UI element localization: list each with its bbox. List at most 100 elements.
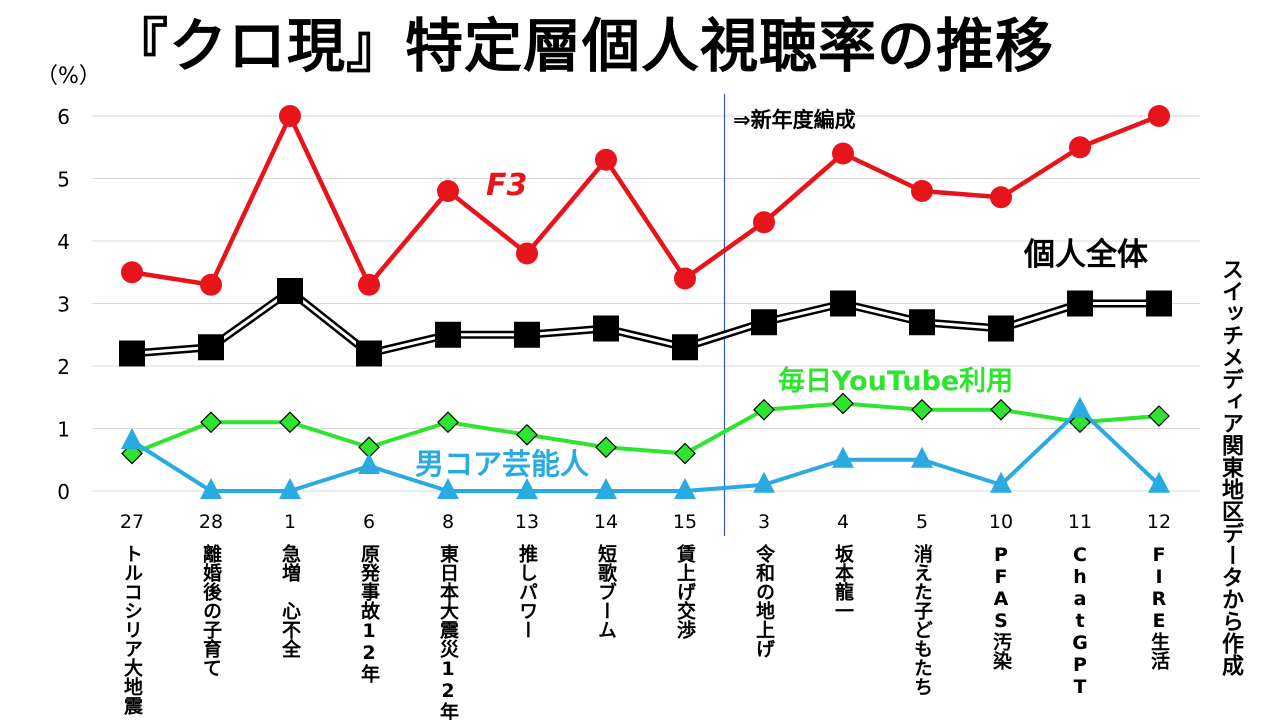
male-core-point [911,446,933,468]
male-core-point [437,478,459,499]
youtube-point [595,436,617,459]
series-label-all: 個人全体 [1023,237,1148,273]
male-core-point [200,478,222,499]
youtube-point [437,411,459,434]
x-date-label: 27 [120,511,144,533]
all-point [988,315,1014,342]
x-category-label: 短歌ブーム [595,543,617,639]
series-line-male-core [130,407,1161,493]
x-date-label: 11 [1068,511,1092,533]
series-line-all-inner [131,289,1159,355]
all-point [1146,290,1172,317]
f3-point [358,273,380,296]
series-label-male-core: 男コア芸能人 [415,447,589,481]
all-point [593,315,619,342]
all-point [435,321,461,348]
f3-point [437,180,459,202]
f3-point [674,267,696,290]
source-note: スイッチメディア関東地区データから作成 [1218,258,1243,676]
y-tick-label: 1 [57,418,70,442]
f3-point [1069,136,1091,159]
youtube-point [516,423,538,446]
all-point [909,309,935,336]
x-category-label: ChatGPT [1069,544,1091,698]
all-point [514,321,540,348]
x-date-label: 4 [837,511,849,533]
male-core-point [595,478,617,499]
male-core-point [1069,396,1091,418]
x-category-label: 消えた子どもたち [911,543,933,696]
x-category-label: 賃上げ交渉 [674,543,697,640]
y-tick-label: 3 [57,293,70,317]
x-category-label: PFAS汚染 [990,544,1012,670]
male-core-point [1148,471,1170,493]
youtube-point [990,398,1012,421]
all-point [1067,290,1093,317]
male-core-point [832,446,854,468]
all-point [751,309,777,336]
series-label-f3: F3 [486,168,527,203]
male-core-point [516,478,538,499]
x-date-label: 8 [442,511,454,533]
x-category-label: FIRE生活 [1148,544,1170,671]
f3-point [832,142,854,165]
f3-point [1148,105,1170,127]
y-axis-unit-label: （%） [36,64,101,89]
all-point [119,340,145,367]
male-core-point [121,428,143,449]
y-tick-label: 0 [57,480,70,504]
f3-point [200,273,222,296]
series-line-f3 [131,113,1160,287]
y-tick-label: 4 [57,230,70,254]
all-point [277,278,303,304]
x-category-label: 離婚後の子育て [200,543,222,677]
x-category-label: 急増 心不全 [279,543,302,658]
all-point [356,340,382,367]
x-date-label: 28 [199,511,223,533]
x-category-label: 坂本龍一 [832,544,854,620]
series-label-youtube: 毎日YouTube利用 [778,366,1013,397]
f3-point [516,242,538,265]
x-category-label: 東日本大震災12年 [437,543,459,720]
f3-point [121,261,143,284]
male-core-point [358,453,380,474]
youtube-point [674,442,696,465]
male-core-point [753,471,775,493]
x-category-label: トルコシリア大地震 [121,544,143,716]
f3-point [753,211,775,234]
x-date-label: 14 [594,511,618,533]
all-point [672,334,698,361]
x-date-label: 13 [515,511,539,533]
x-date-label: 10 [989,511,1013,533]
x-date-label: 12 [1147,511,1171,533]
youtube-point [279,411,301,434]
f3-point [990,186,1012,209]
x-date-label: 15 [673,511,697,533]
youtube-point [753,398,775,421]
y-tick-label: 2 [57,355,70,379]
x-date-label: 6 [363,511,375,533]
x-category-label: 原発事故12年 [358,544,381,684]
new-season-annotation: ⇒新年度編成 [733,108,856,132]
youtube-point [200,411,222,434]
all-point [198,334,224,361]
x-date-label: 3 [758,511,770,533]
x-date-label: 5 [916,511,928,533]
series-line-youtube [131,401,1160,456]
x-date-label: 1 [284,511,296,533]
f3-point [595,148,617,171]
male-core-point [990,471,1012,493]
y-tick-label: 5 [57,168,70,192]
male-core-point [674,478,696,499]
x-category-label: 推しパワー [516,543,538,639]
all-point [830,290,856,317]
youtube-point [1148,405,1170,427]
youtube-point [832,392,854,415]
male-core-point [279,478,301,499]
chart-title: 『クロ現』特定層個人視聴率の推移 [110,12,1055,80]
youtube-point [911,398,933,421]
f3-point [279,105,301,127]
f3-point [911,180,933,202]
